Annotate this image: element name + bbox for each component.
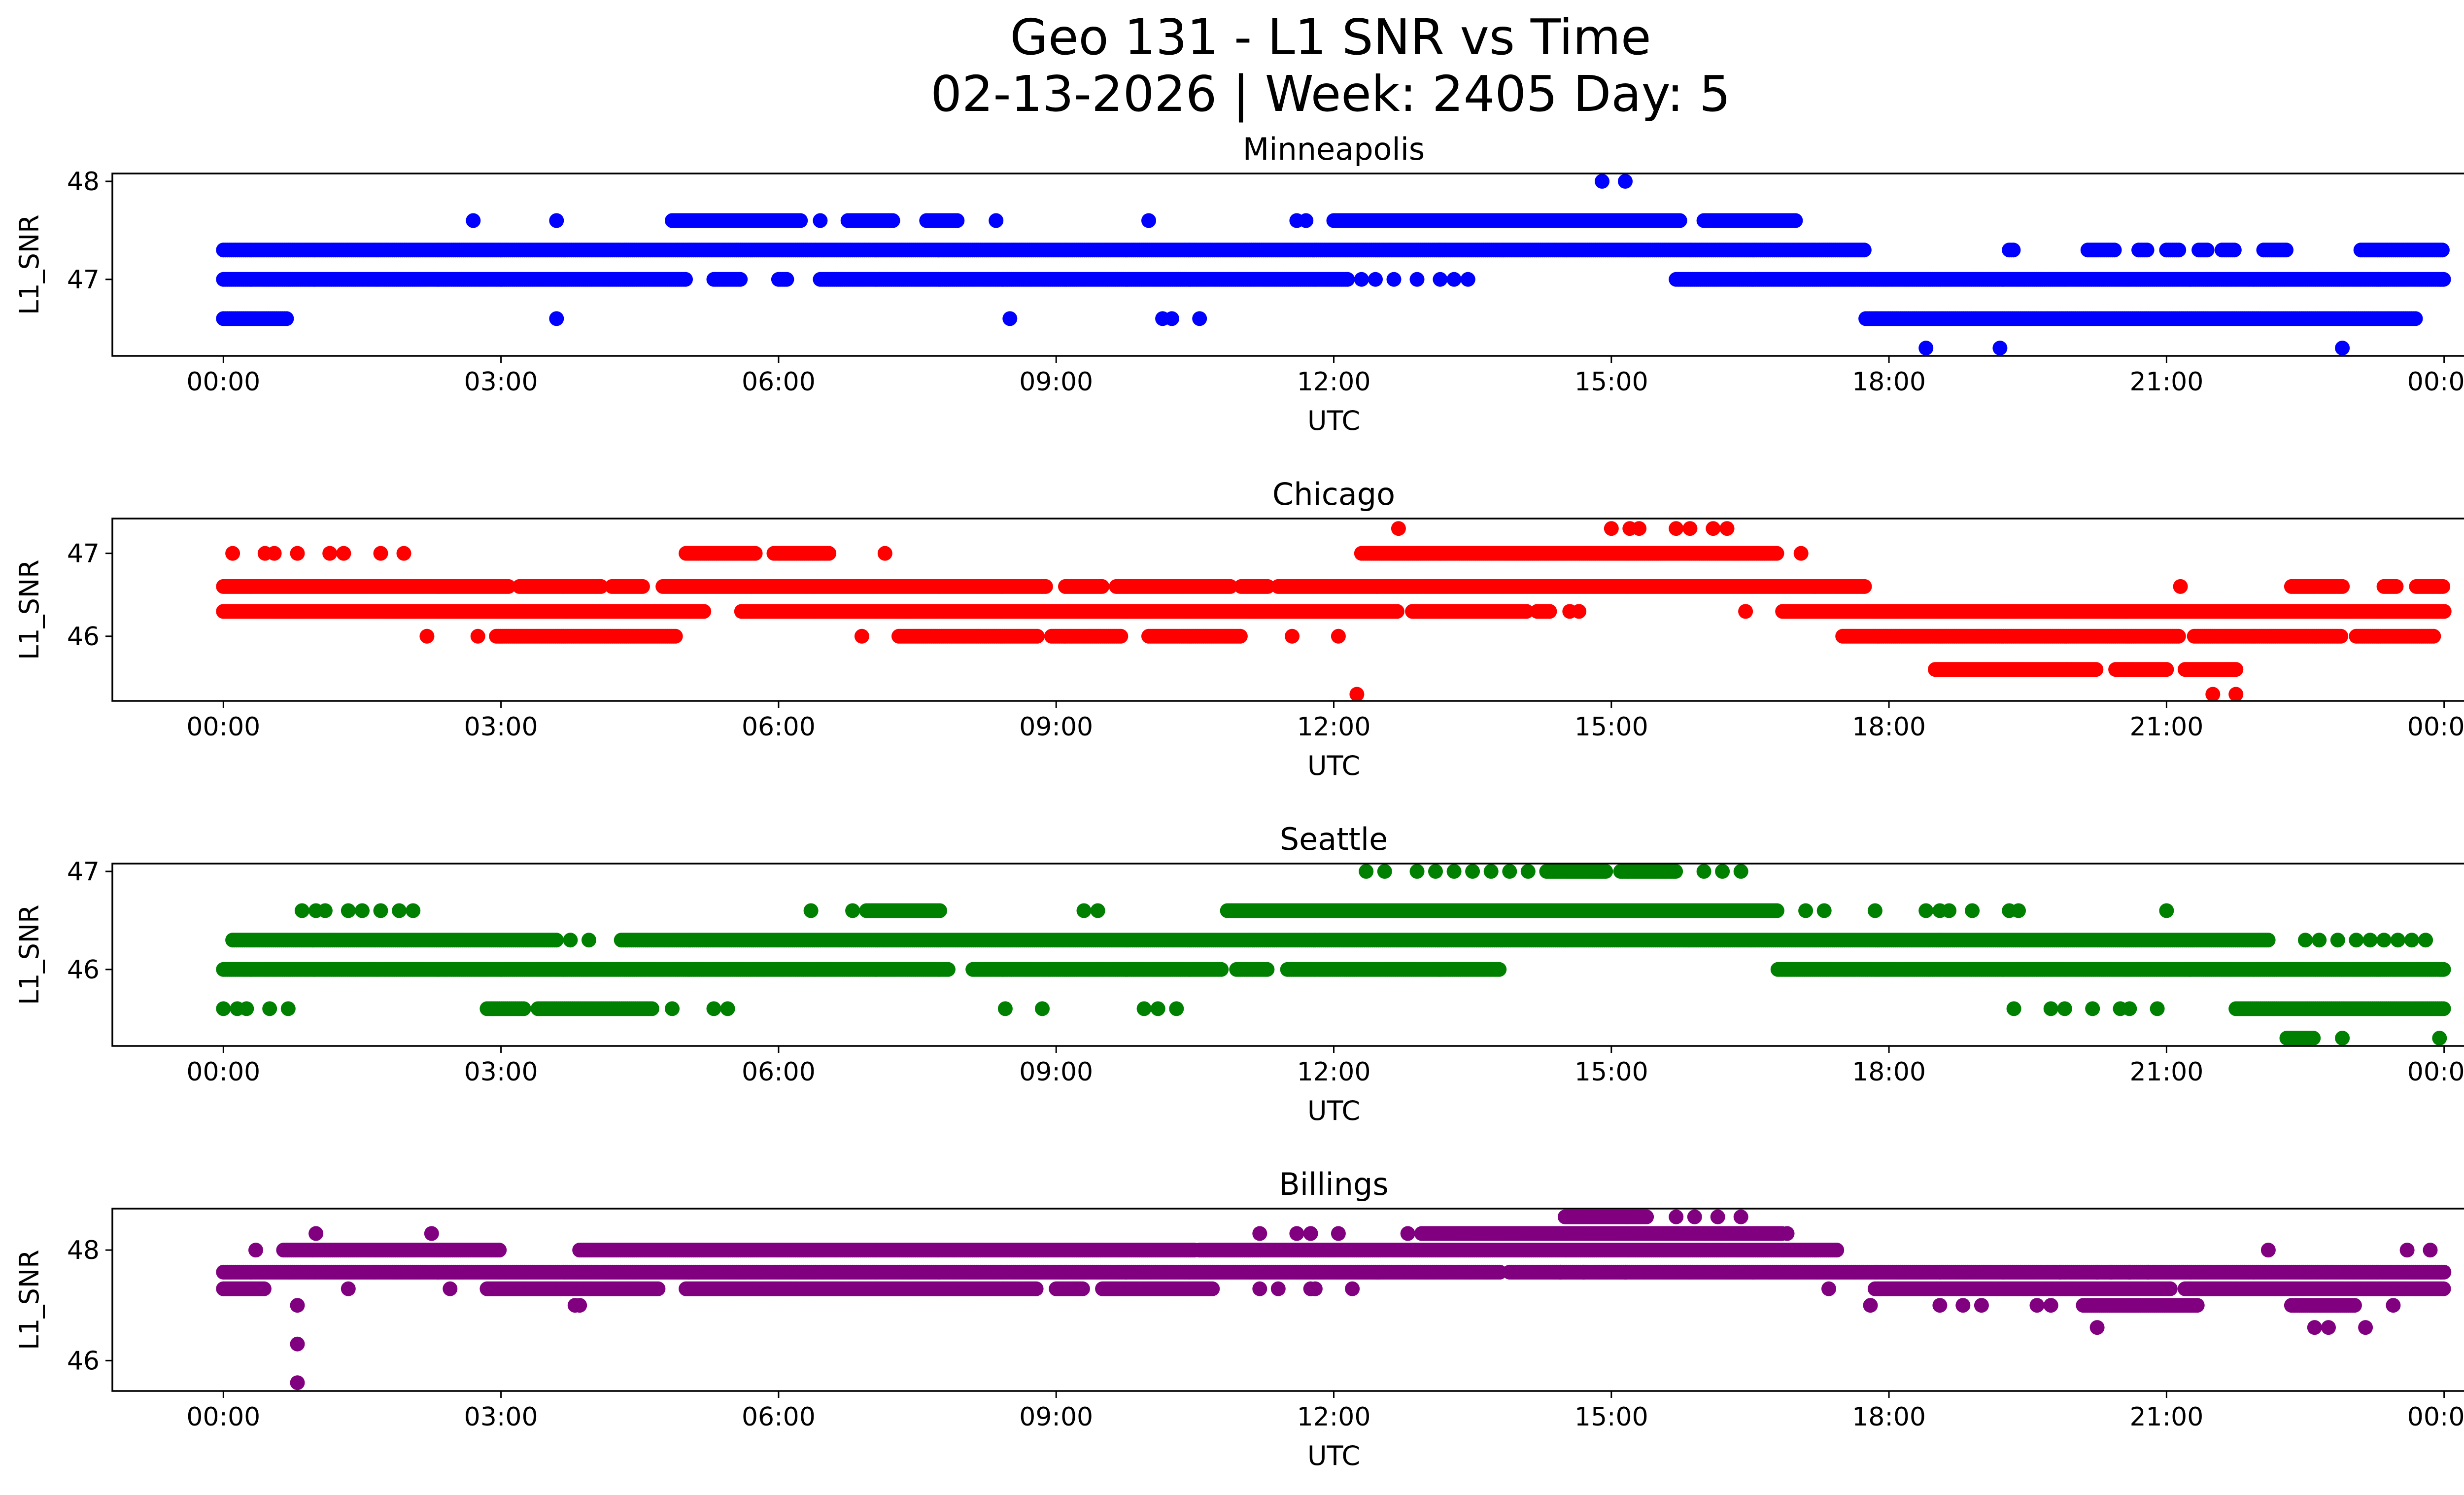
data-point [2426,628,2441,644]
data-point [1038,579,1053,594]
data-point [2006,243,2021,258]
data-point [1856,243,1872,258]
data-point [779,272,794,287]
data-point [1857,579,1872,594]
data-point [678,272,693,287]
data-point [1113,628,1129,644]
x-tick-label: 00:00 [186,367,260,397]
panels: Minneapolis 00:00 03:00 06:00 09:00 12:00 15:0… [14,131,2464,1471]
data-point [2408,311,2423,326]
x-tick-label: 09:00 [1019,367,1093,397]
panel-title: Chicago [1272,476,1395,512]
data-point [1192,311,1207,326]
data-point [813,213,828,228]
data-point [1002,311,1018,326]
data-point [1368,272,1383,287]
data-point [989,213,1004,228]
data-point [696,604,712,619]
data-point [950,213,965,228]
data-point [2434,243,2450,258]
y-axis-label: L1_SNR [14,214,45,315]
data-point [1992,341,2008,356]
scatter-series [216,174,2451,356]
y-tick-label: 48 [67,167,100,197]
data-point [885,213,900,228]
data-point [2171,628,2186,644]
data-point [821,546,837,561]
data-point [793,213,808,228]
data-point [2107,243,2122,258]
data-point [1029,628,1045,644]
figure-title-line2: 02-13-2026 | Week: 2405 Day: 5 [930,65,1730,123]
data-point [1223,579,1238,594]
data-point [1232,628,1248,644]
data-point [549,213,564,228]
data-point [748,546,763,561]
data-point [593,579,609,594]
x-tick-label: 15:00 [1574,367,1648,397]
data-point [1446,272,1462,287]
data-point [635,579,650,594]
scatter-series [216,521,2452,701]
data-point [1595,174,1609,189]
data-point [501,579,516,594]
x-tick-label: 21:00 [2129,367,2203,397]
x-tick-label: 18:00 [1852,367,1926,397]
data-point [549,311,564,326]
x-tick-label: 00:00 [2407,367,2464,397]
x-tick-label: 03:00 [464,367,538,397]
data-point [1542,604,1557,619]
data-point [1788,213,1803,228]
data-point [1409,272,1425,287]
x-tick-label: 06:00 [742,367,816,397]
data-point [2139,243,2155,258]
data-point [1141,213,1156,228]
data-point [1433,272,1448,287]
data-point [1260,579,1275,594]
data-point [2333,628,2349,644]
data-point [2335,341,2350,356]
data-point [1299,213,1314,228]
x-tick-label: 12:00 [1297,367,1371,397]
data-point [668,628,683,644]
data-point [2226,243,2242,258]
y-tick-label: 47 [67,265,100,295]
data-point [1769,546,1784,561]
panel-title: Minneapolis [1243,131,1425,167]
data-point [466,213,481,228]
data-point [1519,604,1534,619]
data-point [1164,311,1179,326]
data-point [1386,272,1402,287]
data-point [733,272,748,287]
data-point [1918,341,1934,356]
data-point [279,311,294,326]
panel-minneapolis: Minneapolis 00:00 03:00 06:00 09:00 12:00 15:0… [14,131,2464,436]
data-point [2171,243,2187,258]
data-point [1672,213,1687,228]
data-point [1460,272,1475,287]
data-point [2199,243,2215,258]
data-point [2436,272,2451,287]
data-point [1095,579,1110,594]
data-point [1389,604,1404,619]
data-point [2279,243,2293,258]
data-point [1618,174,1633,189]
data-point [1354,272,1369,287]
x-axis-label: UTC [1307,405,1360,436]
data-point [2436,604,2452,619]
data-point [1340,272,1355,287]
figure-title-line1: Geo 131 - L1 SNR vs Time [1010,8,1651,66]
